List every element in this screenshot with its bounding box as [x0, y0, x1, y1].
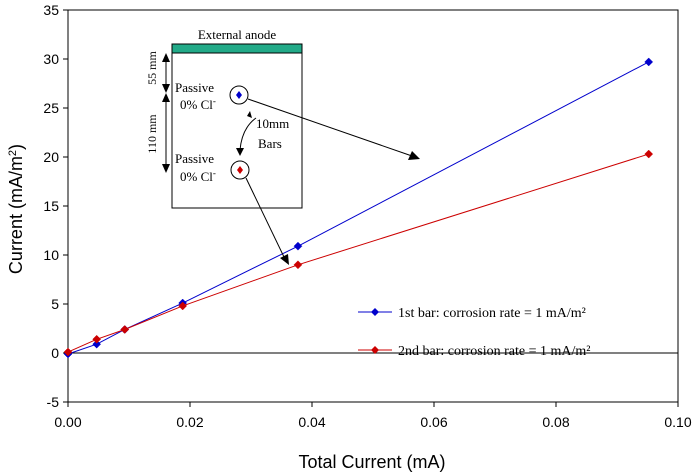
spacing-label-1: 10mm: [256, 116, 289, 131]
dim-55mm-arrow-top: [162, 53, 170, 62]
chloride-label-2-sup: -: [213, 168, 216, 178]
bar-1-marker: [236, 91, 242, 99]
series-1-point: [293, 241, 303, 251]
series-layer: [63, 57, 654, 359]
passive-label-2: Passive: [175, 151, 214, 166]
legend-marker-1: [371, 308, 379, 316]
series-2-line: [67, 153, 649, 353]
dim-110mm-arrow-top: [162, 93, 170, 102]
x-axis-title: Total Current (mA): [298, 452, 445, 472]
series-1-point: [644, 57, 654, 67]
y-tick-label: 15: [43, 198, 59, 214]
legend-label-2: 2nd bar: corrosion rate = 1 mA/m²: [398, 344, 591, 359]
legend-label-1: 1st bar: corrosion rate = 1 mA/m²: [398, 306, 586, 321]
y-tick-label: 0: [51, 345, 59, 361]
series-1-point: [92, 339, 102, 349]
external-anode-strip: [171, 43, 303, 54]
bar-2-circle: [230, 160, 250, 180]
pointer-arrow-1: [247, 98, 413, 157]
x-tick-label: 0.00: [54, 414, 81, 430]
dim-55mm-arrow-bottom: [162, 84, 170, 93]
y-axis-title-main: Current (mA/m: [6, 156, 26, 274]
chloride-label-1: 0% Cl-: [180, 96, 216, 112]
dim-110mm-label: 110 mm: [145, 114, 159, 154]
spacing-label-2: Bars: [258, 136, 282, 151]
series-2-point: [120, 325, 130, 334]
chloride-label-2-text: 0% Cl: [180, 169, 213, 184]
dim-55mm-label: 55 mm: [145, 51, 159, 85]
series-2-point: [644, 149, 654, 159]
y-tick-label: -5: [47, 394, 60, 410]
spacing-arrow-head-top: [247, 111, 252, 118]
chloride-label-1-text: 0% Cl: [180, 97, 213, 112]
series-2-point: [293, 260, 303, 270]
pointer-arrow-2: [245, 177, 285, 258]
y-tick-label: 35: [43, 2, 59, 18]
y-tick-label: 5: [51, 296, 59, 312]
pointer-arrow-1-head: [408, 151, 420, 160]
spacing-arrow-head-bottom: [236, 148, 244, 156]
x-tick-label: 0.06: [420, 414, 447, 430]
pointer-arrow-2-head: [280, 254, 289, 265]
external-anode-label: External anode: [198, 27, 277, 42]
bar-2-marker: [237, 166, 243, 174]
spacing-arrow: [239, 117, 257, 151]
dim-110mm-arrow-bottom: [162, 164, 170, 173]
series-1-line: [67, 61, 649, 355]
x-tick-label: 0.02: [176, 414, 203, 430]
y-axis-title: Current (mA/m2): [6, 144, 26, 274]
x-tick-label: 0.04: [298, 414, 325, 430]
inset-schematic: External anode 55 mm 110 mm Passive 0% C…: [145, 27, 420, 265]
y-axis-title-close: ): [6, 144, 26, 150]
axes: -5 0 5 10 15 20 25 30 35 0.00 0.02 0.04 0.06 0.08 0.10: [43, 2, 691, 430]
legend: 1st bar: corrosion rate = 1 mA/m² 2nd ba…: [358, 306, 591, 359]
x-tick-label: 0.08: [542, 414, 569, 430]
chloride-label-1-sup: -: [213, 96, 216, 106]
y-tick-label: 20: [43, 149, 59, 165]
x-tick-label: 0.10: [664, 414, 691, 430]
y-tick-label: 10: [43, 247, 59, 263]
chloride-label-2: 0% Cl-: [180, 168, 216, 184]
y-tick-label: 30: [43, 51, 59, 67]
y-tick-label: 25: [43, 100, 59, 116]
series-2-point: [63, 347, 73, 357]
series-2-point: [178, 301, 188, 311]
bar-1-circle: [229, 85, 249, 105]
y-axis-title-sup: 2: [7, 150, 19, 156]
series-2-point: [92, 334, 102, 344]
passive-label-1: Passive: [175, 80, 214, 95]
legend-marker-2: [371, 346, 379, 354]
